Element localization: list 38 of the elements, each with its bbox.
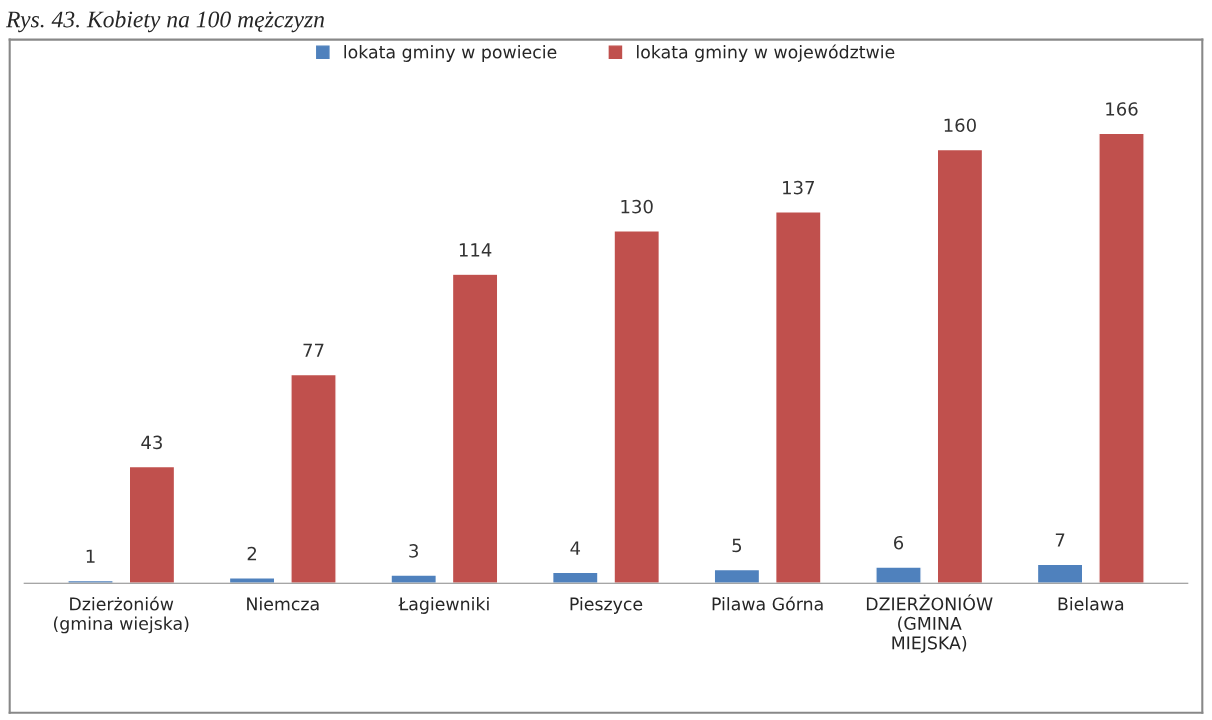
bar — [1098, 132, 1145, 584]
bar — [390, 574, 438, 584]
bar — [290, 373, 337, 584]
bar — [1036, 563, 1084, 584]
bar — [774, 211, 822, 584]
x-tick-label: Dzierżoniów (gmina wiejska) — [53, 596, 189, 634]
data-label: 130 — [621, 199, 653, 214]
data-label: 43 — [141, 435, 162, 450]
data-label: 160 — [944, 118, 976, 133]
bar — [67, 579, 114, 584]
data-label: 6 — [894, 535, 904, 550]
data-label: 114 — [459, 243, 492, 257]
bar — [451, 273, 499, 584]
x-tick-label: Łagiewniki — [398, 597, 489, 614]
data-label: 137 — [783, 180, 814, 195]
bar — [228, 577, 276, 584]
data-label: 2 — [247, 546, 257, 561]
x-tick-label: Niemcza — [247, 597, 319, 611]
data-label: 4 — [570, 541, 581, 555]
bar — [551, 571, 599, 584]
bar — [713, 568, 761, 584]
x-tick-label: Bielawa — [1058, 597, 1124, 611]
bar — [613, 230, 661, 584]
x-tick-label: Pilawa Górna — [712, 596, 823, 611]
legend-label: lokata gminy w województwie — [637, 44, 895, 62]
x-tick-label: DZIERŻONIÓW (GMINA MIEJSKA) — [866, 594, 993, 653]
legend-label: lokata gminy w powiecie — [344, 45, 557, 62]
bar — [875, 566, 922, 584]
data-label: 5 — [732, 538, 742, 553]
chart-title: Rys. 43. Kobiety na 100 mężczyzn — [5, 10, 325, 33]
data-label: 3 — [409, 544, 418, 558]
bar — [128, 465, 176, 584]
data-label: 1 — [86, 549, 95, 563]
data-label: 166 — [1106, 102, 1138, 116]
x-tick-label: Pieszyce — [570, 597, 643, 614]
data-label: 77 — [303, 343, 324, 357]
bar — [936, 148, 984, 584]
data-label: 7 — [1055, 533, 1065, 547]
